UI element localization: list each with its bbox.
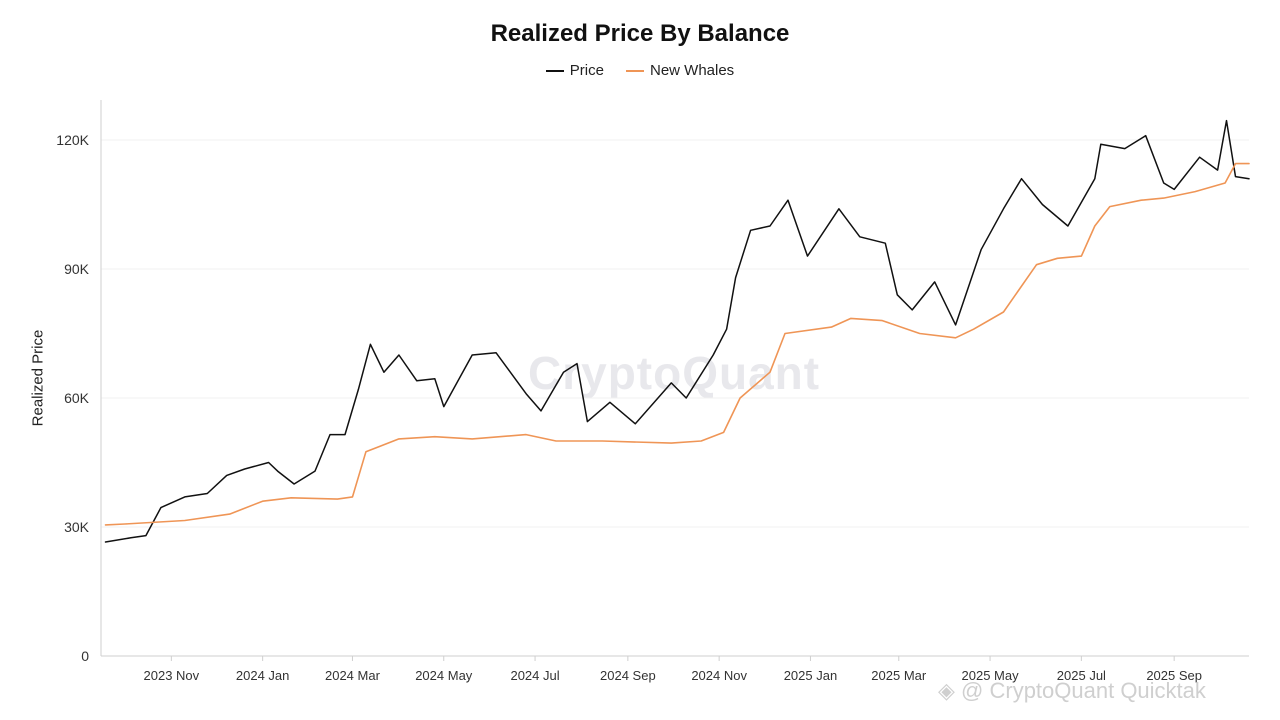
- x-tick-label: 2025 Sep: [1146, 668, 1202, 683]
- series-line-new-whales: [104, 162, 1250, 526]
- y-axis-label: Realized Price: [29, 329, 47, 427]
- legend-label-price: Price: [569, 62, 604, 79]
- brand-watermark: CryptoQuant: [528, 347, 821, 399]
- axes: [100, 100, 1249, 661]
- legend-item-new-whales[interactable]: New Whales: [625, 62, 735, 79]
- y-tick-label: 120K: [56, 132, 89, 148]
- legend-label-new-whales: New Whales: [649, 62, 735, 79]
- x-tick-label: 2024 Jan: [236, 668, 290, 683]
- x-tick-label: 2024 Jul: [510, 668, 559, 683]
- x-tick-label: 2024 Sep: [600, 668, 656, 683]
- y-tick-label: 60K: [64, 390, 90, 406]
- tick-labels: 0 30K 60K 90K 120K 2023 Nov 2024 Jan 2024 Mar 20…: [56, 132, 1202, 683]
- legend: Price New Whales: [0, 62, 1280, 79]
- x-tick-label: 2023 Nov: [144, 668, 200, 683]
- series-lines: [104, 119, 1250, 543]
- x-tick-label: 2025 Jul: [1057, 668, 1106, 683]
- x-tick-label: 2025 May: [962, 668, 1020, 683]
- x-tick-label: 2024 May: [415, 668, 473, 683]
- x-tick-label: 2025 Jan: [784, 668, 838, 683]
- grid-lines: [101, 139, 1249, 528]
- legend-swatch-price: [545, 69, 564, 72]
- series-line-price: [104, 119, 1250, 543]
- x-tick-label: 2025 Mar: [871, 668, 927, 683]
- legend-swatch-new-whales: [625, 69, 644, 72]
- x-tick-label: 2024 Mar: [325, 668, 381, 683]
- source-watermark: ◈ @ CryptoQuant Quicktak: [938, 678, 1206, 703]
- x-tick-label: 2024 Nov: [691, 668, 747, 683]
- chart-title: Realized Price By Balance: [490, 20, 790, 47]
- legend-item-price[interactable]: Price: [545, 62, 604, 79]
- y-tick-label: 30K: [64, 519, 90, 535]
- y-tick-label: 90K: [64, 261, 90, 277]
- y-tick-label: 0: [81, 648, 89, 664]
